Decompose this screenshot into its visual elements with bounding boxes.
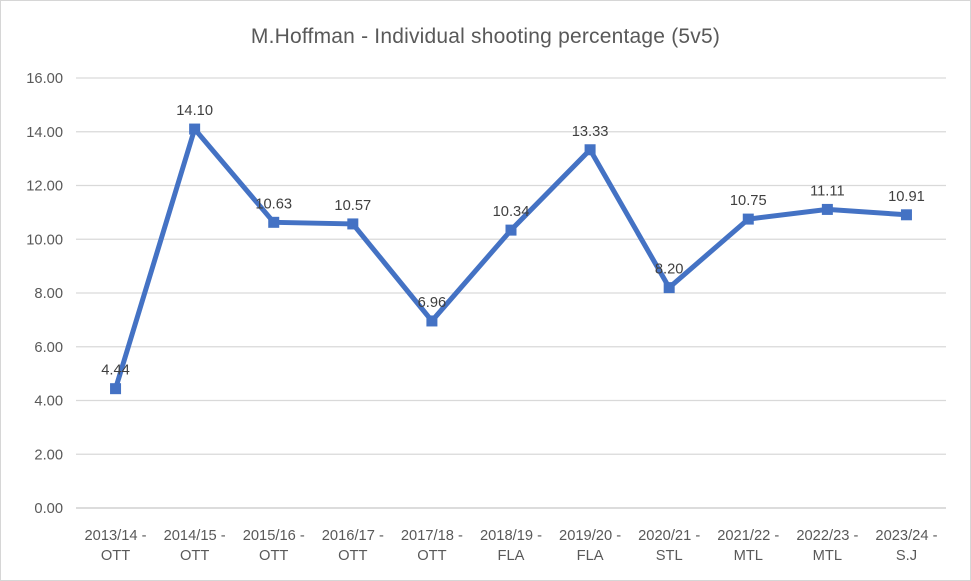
y-axis-tick-label: 14.00 (26, 125, 63, 141)
y-axis-tick-label: 0.00 (34, 501, 63, 517)
y-axis-tick-label: 2.00 (34, 447, 63, 463)
data-point-marker (347, 218, 359, 230)
data-point-marker (189, 123, 201, 135)
x-axis-category-label-team: FLA (498, 548, 525, 564)
x-axis-category-label-season: 2015/16 - (243, 528, 305, 544)
data-point-label: 10.75 (730, 193, 767, 209)
x-axis-category-label-season: 2014/15 - (164, 528, 226, 544)
chart-title: M.Hoffman - Individual shooting percenta… (250, 25, 721, 48)
x-axis-category-label-team: OTT (101, 548, 130, 564)
y-axis-tick-label: 12.00 (26, 179, 63, 195)
data-point-label: 11.11 (810, 183, 845, 199)
data-point-marker (268, 216, 280, 228)
y-axis-tick-label: 16.00 (26, 71, 63, 87)
data-point-marker (663, 282, 675, 294)
x-axis-category-label-season: 2021/22 - (717, 528, 779, 544)
x-axis-category-label-team: OTT (338, 548, 367, 564)
x-axis-category-label-season: 2022/23 - (796, 528, 858, 544)
y-axis-tick-label: 4.00 (34, 394, 63, 410)
x-axis-category-label-team: MTL (734, 548, 763, 564)
x-axis-category-label-season: 2018/19 - (480, 528, 542, 544)
x-axis-category-label-team: FLA (577, 548, 604, 564)
y-axis-tick-label: 8.00 (34, 286, 63, 302)
series-line (113, 123, 907, 390)
data-point-label: 10.34 (493, 204, 530, 220)
data-point-marker (110, 383, 122, 395)
y-axis-tick-label: 10.00 (26, 232, 63, 248)
data-point-label: 4.44 (101, 363, 130, 379)
data-point-label: 13.33 (572, 124, 609, 140)
data-point-label: 14.10 (176, 103, 213, 119)
x-axis-category-label-season: 2016/17 - (322, 528, 384, 544)
data-point-marker (426, 315, 438, 327)
x-axis-category-label-season: 2020/21 - (638, 528, 700, 544)
data-point-label: 10.91 (888, 189, 925, 205)
x-axis-category-label-team: OTT (259, 548, 288, 564)
data-point-marker (821, 203, 833, 215)
data-point-marker (584, 144, 596, 156)
data-point-label: 10.63 (255, 196, 292, 212)
data-point-label: 10.57 (334, 198, 371, 214)
x-axis-category-label-team: S.J (896, 548, 917, 564)
y-axis-tick-label: 6.00 (34, 340, 63, 356)
x-axis-category-label-team: OTT (417, 548, 446, 564)
x-axis-category-label-team: OTT (180, 548, 209, 564)
x-axis-category-label-season: 2017/18 - (401, 528, 463, 544)
data-point-marker (742, 213, 754, 225)
data-point-marker (505, 224, 517, 236)
x-axis-category-label-season: 2019/20 - (559, 528, 621, 544)
x-axis-category-label-season: 2013/14 - (85, 528, 147, 544)
data-point-label: 8.20 (655, 262, 684, 278)
x-axis-category-label-season: 2023/24 - (875, 528, 937, 544)
data-point-label: 6.96 (418, 295, 447, 311)
x-axis-category-label-team: STL (656, 548, 683, 564)
data-point-marker (900, 209, 912, 221)
x-axis-category-label-team: MTL (813, 548, 842, 564)
